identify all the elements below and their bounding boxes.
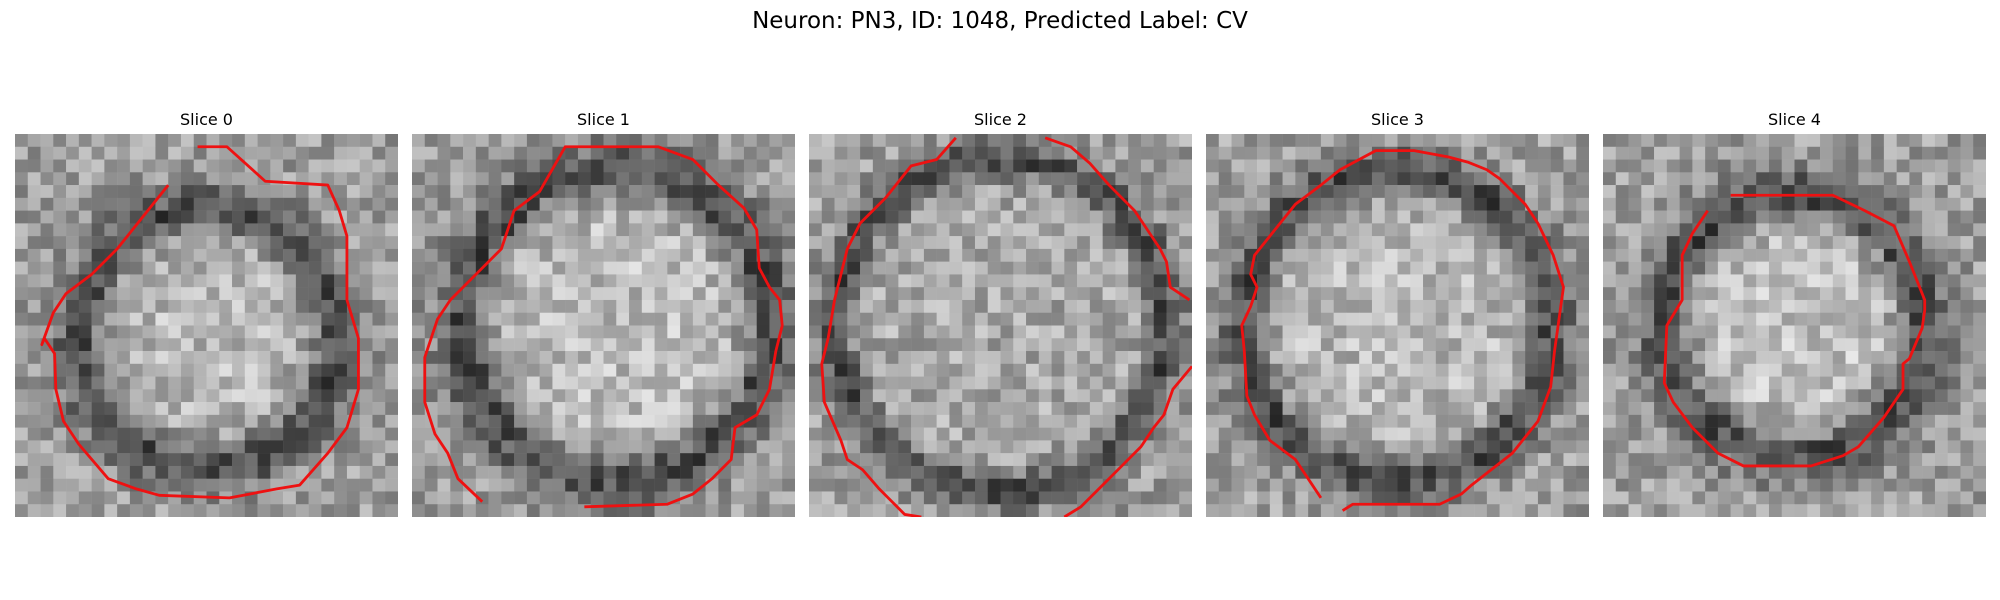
slice-title: Slice 4 — [1768, 110, 1821, 129]
slice-image — [412, 134, 795, 517]
slice-title: Slice 0 — [180, 110, 233, 129]
slice-title: Slice 2 — [974, 110, 1027, 129]
figure-title: Neuron: PN3, ID: 1048, Predicted Label: … — [752, 8, 1248, 34]
slice-image — [809, 134, 1192, 517]
slice-image — [15, 134, 398, 517]
contour-outline — [1063, 365, 1192, 517]
contour-outline — [40, 145, 360, 500]
contour-outline — [1662, 193, 1927, 468]
contour-outline — [423, 145, 784, 509]
slice-image — [1603, 134, 1986, 517]
slice-title: Slice 1 — [577, 110, 630, 129]
slice-title: Slice 3 — [1371, 110, 1424, 129]
contour-outline — [1240, 149, 1565, 512]
slice-image — [1206, 134, 1589, 517]
contour-outline — [1044, 136, 1191, 302]
contour-outline — [820, 136, 957, 517]
